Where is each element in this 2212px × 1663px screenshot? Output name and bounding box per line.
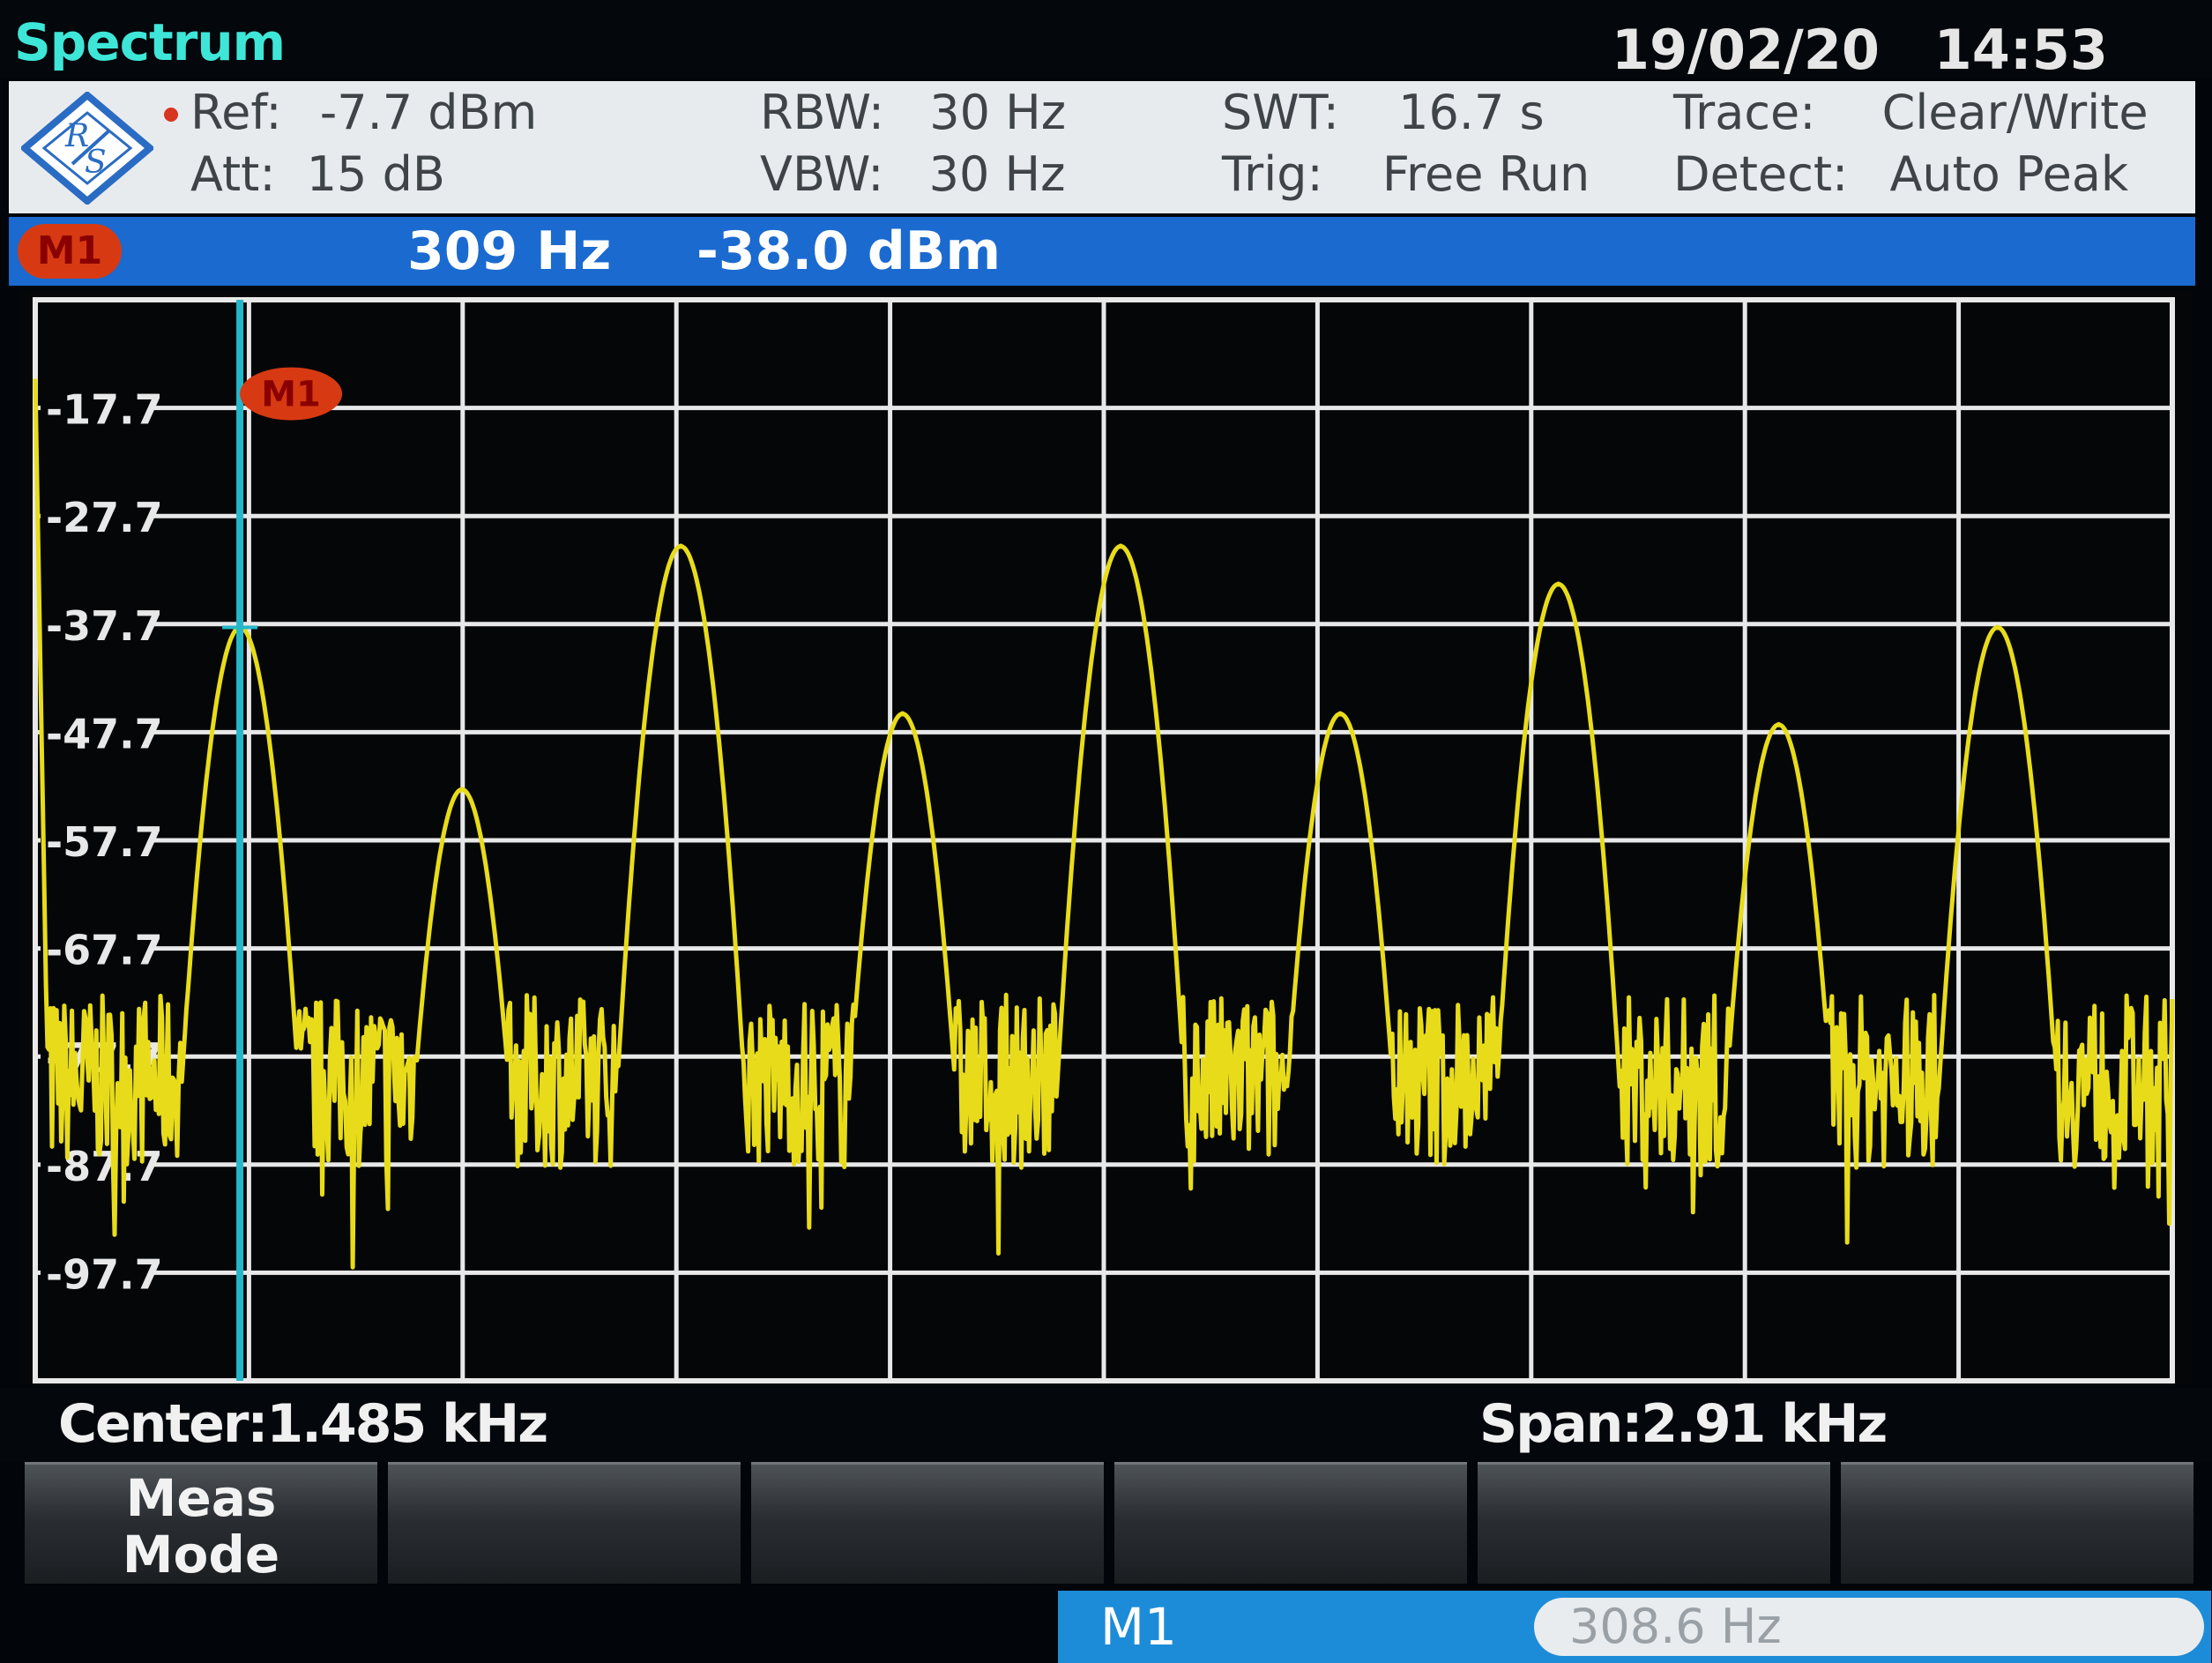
peak-point: [678, 543, 684, 549]
svg-text:R: R: [64, 118, 89, 154]
softkey-2[interactable]: [388, 1462, 741, 1584]
peak-point: [1555, 581, 1561, 587]
y-tick-label: -27.7: [46, 494, 163, 541]
softkey-5[interactable]: [1478, 1462, 1830, 1584]
trace-setting[interactable]: Trace: Clear/Write: [1673, 85, 2149, 140]
y-tick-label: -87.7: [46, 1143, 163, 1190]
span[interactable]: Span:2.91 kHz: [1479, 1393, 1888, 1455]
tick-label-bg: [41, 1249, 150, 1294]
softkey-label: Meas Mode: [122, 1468, 280, 1585]
peak-point: [1776, 721, 1782, 727]
title-bar: Spectrum 19/02/20 14:53: [0, 0, 2212, 82]
date: 19/02/20: [1611, 18, 1881, 82]
grid: [33, 297, 2175, 1383]
softkey-3[interactable]: [751, 1462, 1104, 1584]
y-tick-label: -57.7: [46, 818, 163, 866]
ref-setting[interactable]: Ref: -7.7 dBm: [190, 85, 538, 140]
peak-point: [899, 711, 905, 717]
marker-level: -38.0 dBm: [696, 220, 1002, 282]
y-tick-label: -17.7: [46, 386, 163, 434]
softkey-meas-mode[interactable]: Meas Mode: [25, 1462, 377, 1584]
y-tick-label: -47.7: [46, 710, 163, 757]
peak-point: [1118, 543, 1124, 549]
frequency-info-bar: Center:1.485 kHz Span:2.91 kHz: [0, 1388, 2212, 1462]
tick-label-bg: [41, 493, 150, 538]
swt-setting[interactable]: SWT: 16.7 s: [1222, 85, 1545, 140]
spectrum-display[interactable]: -17.7 -27.7 -37.7 -47.7 -57.7 -67.7 -77.7 -87.7…: [21, 291, 2211, 1663]
softkey-6[interactable]: [1841, 1462, 2193, 1584]
marker-flag-label: M1: [261, 375, 321, 415]
y-tick-label: -67.7: [46, 927, 163, 974]
softkey-4[interactable]: [1114, 1462, 1467, 1584]
y-tick-label: -97.7: [46, 1250, 163, 1298]
vbw-setting[interactable]: VBW: 30 Hz: [760, 146, 1066, 202]
peak-point: [458, 787, 465, 793]
tick-label-bg: [41, 1141, 150, 1186]
spectrum-plot[interactable]: -17.7-27.7-37.7-47.7-57.7-67.7-77.7-87.7…: [21, 291, 2192, 1384]
y-tick-label: -37.7: [46, 602, 163, 650]
marker-flag: [240, 367, 343, 421]
trace-line: [33, 378, 2175, 1270]
peak-point: [1994, 624, 2000, 630]
y-axis-ticks: -17.7-27.7-37.7-47.7-57.7-67.7-77.7-87.7…: [41, 384, 163, 1298]
marker-frequency: 309 Hz: [407, 220, 612, 282]
trig-setting[interactable]: Trig: Free Run: [1222, 146, 1590, 202]
rbw-setting[interactable]: RBW: 30 Hz: [760, 85, 1067, 140]
tick-label-bg: [41, 384, 150, 429]
peak-point: [1337, 711, 1344, 717]
tick-label-bg: [41, 709, 150, 754]
att-setting[interactable]: Att: 15 dB: [190, 146, 445, 202]
tick-label-bg: [41, 817, 150, 861]
marker-info-bar: M1 309 Hz -38.0 dBm: [9, 217, 2195, 286]
center-frequency[interactable]: Center:1.485 kHz: [58, 1393, 548, 1455]
settings-panel: R S Ref: -7.7 dBm Att: 15 dB RBW: 30 Hz …: [9, 81, 2195, 213]
app-title: Spectrum: [14, 12, 286, 72]
tick-label-bg: [41, 600, 150, 645]
rs-logo-icon: R S: [21, 92, 153, 205]
time: 14:53: [1933, 18, 2108, 82]
marker-layer[interactable]: M1: [222, 300, 343, 1381]
marker-badge[interactable]: M1: [18, 224, 122, 279]
date-time: 19/02/20 14:53: [1612, 18, 2108, 82]
marker-readout[interactable]: M1 308.6 Hz: [1058, 1591, 2211, 1663]
softkey-bar: Meas Mode: [25, 1462, 2193, 1584]
marker-readout-value[interactable]: 308.6 Hz: [1534, 1598, 2204, 1656]
tick-label-bg: [41, 925, 150, 970]
ref-indicator-dot: [164, 108, 178, 122]
detect-setting[interactable]: Detect: Auto Peak: [1673, 146, 2129, 202]
marker-readout-label: M1: [1100, 1597, 1177, 1657]
